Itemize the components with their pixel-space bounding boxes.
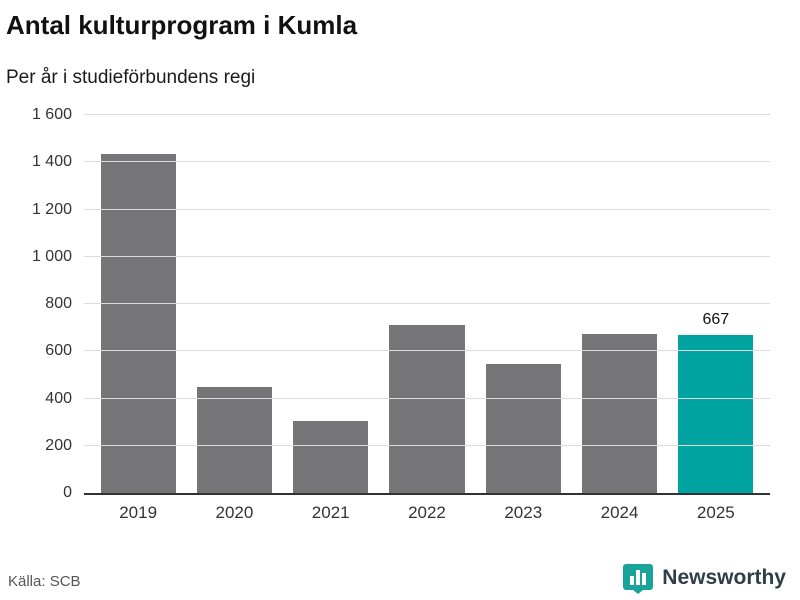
newsworthy-brand-name: Newsworthy — [662, 566, 786, 589]
bar-2023 — [485, 364, 561, 493]
bar-value-label: 667 — [702, 311, 730, 329]
y-axis-tick-label: 1 000 — [31, 247, 72, 265]
bar-slot — [186, 115, 282, 493]
bar-slot — [90, 115, 186, 493]
x-axis-label: 2020 — [215, 503, 254, 522]
bar-2025 — [678, 335, 754, 493]
chart-title: Antal kulturprogram i Kumla — [6, 10, 358, 40]
x-axis-label: 2021 — [311, 503, 350, 522]
gridline — [84, 161, 770, 163]
y-axis-tick-label: 1 200 — [31, 200, 72, 218]
bar-slot: 667 — [668, 115, 764, 493]
y-axis-tick-label: 200 — [45, 436, 72, 454]
newsworthy-brand: Newsworthy — [622, 562, 786, 594]
y-axis-tick-label: 0 — [63, 484, 72, 501]
chart: 667 0 200 400 600 800 1 000 1 200 1 400 1 600 — [32, 107, 770, 501]
y-axis-tick-label: 400 — [45, 389, 72, 407]
y-axis-tick-label: 800 — [45, 295, 72, 312]
gridline — [84, 444, 770, 446]
gridline — [84, 350, 770, 352]
gridline — [84, 114, 770, 115]
bar-slot — [571, 115, 667, 493]
y-axis-tick-label: 1 400 — [31, 153, 72, 171]
y-axis-tick-label: 600 — [45, 342, 72, 360]
plot-area: 667 0 200 400 600 800 1 000 1 200 1 400 1 600 — [32, 107, 770, 501]
bar-slot — [475, 115, 571, 493]
x-axis-label: 2022 — [408, 503, 446, 522]
bar-2019 — [100, 153, 176, 493]
source-note: Källa: SCB — [8, 573, 81, 590]
bar-2022 — [389, 325, 465, 493]
x-axis-label: 2019 — [119, 503, 158, 522]
bar-slot — [379, 115, 475, 493]
x-axis-labels: 2019 2020 2021 2022 2023 2024 2025 — [84, 503, 770, 523]
gridline — [84, 208, 770, 210]
y-axis-tick-label: 1 600 — [31, 106, 72, 123]
newsworthy-logo-icon — [623, 564, 654, 594]
bars-row: 667 — [84, 115, 770, 493]
chart-subtitle: Per år i studieförbundens regi — [6, 67, 256, 88]
bar-2021 — [293, 420, 369, 493]
bar-2024 — [582, 333, 658, 493]
x-axis-label: 2023 — [504, 503, 543, 522]
gridline — [84, 397, 770, 399]
bar-2020 — [196, 386, 272, 493]
gridline — [84, 255, 770, 257]
x-axis-label: 2024 — [600, 503, 639, 522]
gridline — [84, 303, 770, 304]
x-axis-label: 2025 — [696, 503, 735, 522]
bar-slot — [283, 115, 379, 493]
